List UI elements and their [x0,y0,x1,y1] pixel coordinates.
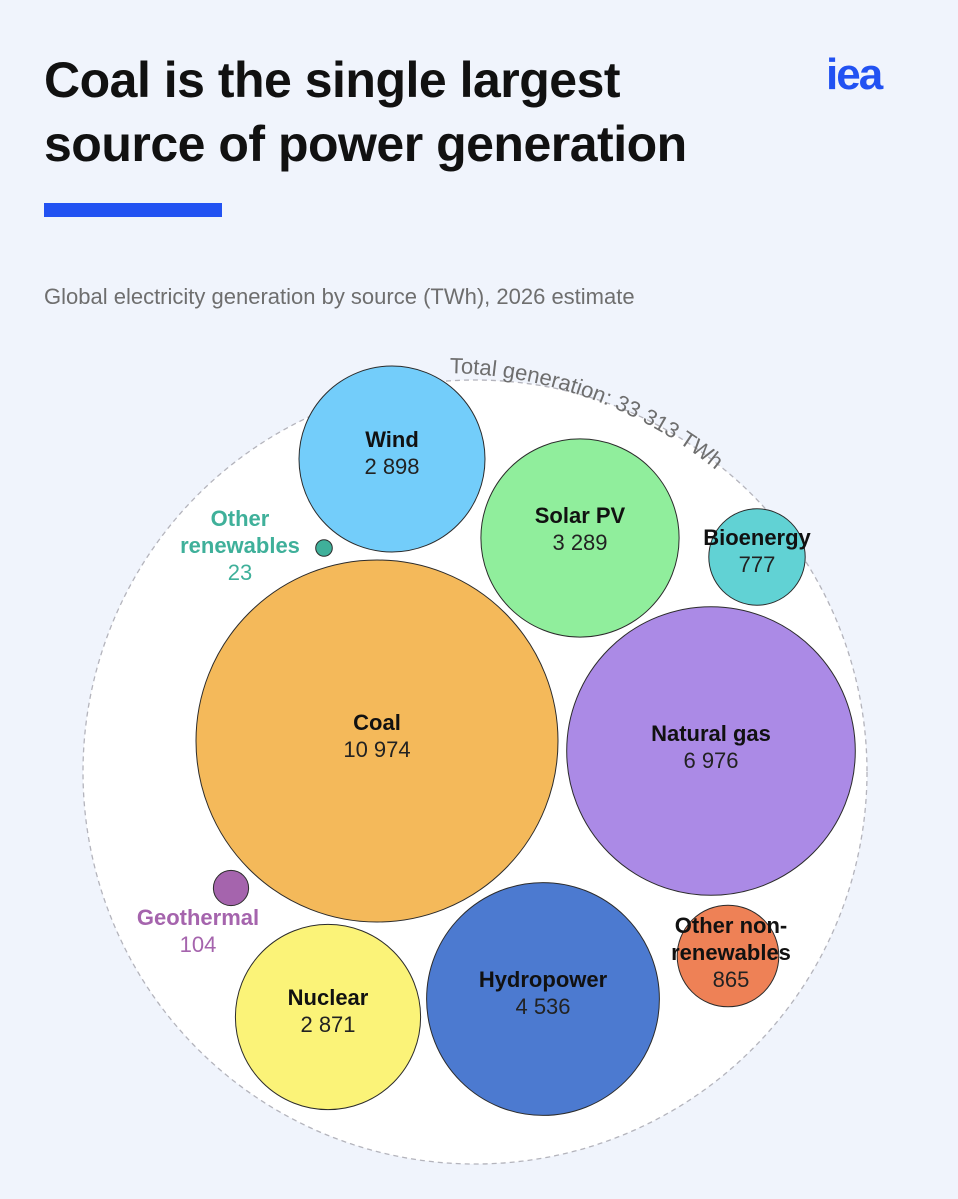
bubble-label-solar-pv: Solar PV 3 289 [535,503,626,555]
bubble-nuclear [234,923,422,1111]
bubble-label-other-renewables: Other renewables 23 [180,506,300,585]
bubble-name-hydropower: Hydropower [479,967,608,992]
bubble-name-natural-gas: Natural gas [651,721,771,746]
bubble-wind [298,365,486,553]
page-title: Coal is the single largest source of pow… [44,48,804,176]
bubble-label-coal: Coal 10 974 [343,710,410,762]
bubble-value-hydropower: 4 536 [515,994,570,1019]
bubble-name-bioenergy: Bioenergy [703,525,811,550]
bubble-value-solar-pv: 3 289 [552,530,607,555]
bubble-value-other-renewables: 23 [228,560,252,585]
bubble-label-bioenergy: Bioenergy 777 [703,525,811,577]
bubble-name-other-renewables-2: renewables [180,533,300,558]
bubble-other-non-renewables [676,904,780,1008]
bubble-value-geothermal: 104 [180,932,217,957]
bubble-label-hydropower: Hydropower 4 536 [479,967,608,1019]
bubble-name-solar-pv: Solar PV [535,503,626,528]
bubble-label-natural-gas: Natural gas 6 976 [651,721,771,773]
bubble-name-coal: Coal [353,710,401,735]
bubble-geothermal [212,869,250,907]
bubble-name-geothermal: Geothermal [137,905,259,930]
bubble-other-renewables [315,539,333,557]
bubble-value-natural-gas: 6 976 [683,748,738,773]
bubble-label-other-non-renewables: Other non-renewables 865 [671,913,791,992]
bubble-name-other-non-renewables-1: Other non- [675,913,787,938]
bubble-bioenergy [708,508,806,606]
bubble-value-nuclear: 2 871 [300,1012,355,1037]
bubble-value-bioenergy: 777 [739,552,776,577]
bubble-solar-pv [480,438,680,638]
bubble-name-wind: Wind [365,427,419,452]
bubble-name-other-non-renewables-2: renewables [671,940,791,965]
bubble-label-geothermal: Geothermal 104 [137,905,259,957]
bubble-value-wind: 2 898 [364,454,419,479]
iea-logo: iea [826,50,883,99]
bubble-name-other-renewables-1: Other [211,506,270,531]
bubble-label-wind: Wind 2 898 [364,427,419,479]
bubble-hydropower [426,882,660,1116]
chart-subtitle: Global electricity generation by source … [44,284,635,309]
bubble-natural-gas [566,606,856,896]
bubble-label-nuclear: Nuclear 2 871 [288,985,369,1037]
bubble-coal [195,559,559,923]
bubble-group: Coal 10 974 Natural gas 6 976 Hydropower 4 53… [137,365,856,1116]
bubble-chart: Total generation: 33 313 TWh Coal 10 974N… [82,353,868,1165]
title-line-2: source of power generation [44,116,687,172]
bubble-value-other-non-renewables: 865 [713,967,750,992]
title-line-1: Coal is the single largest [44,52,621,108]
bubble-value-coal: 10 974 [343,737,410,762]
title-accent-rule [44,203,222,217]
bubble-name-nuclear: Nuclear [288,985,369,1010]
